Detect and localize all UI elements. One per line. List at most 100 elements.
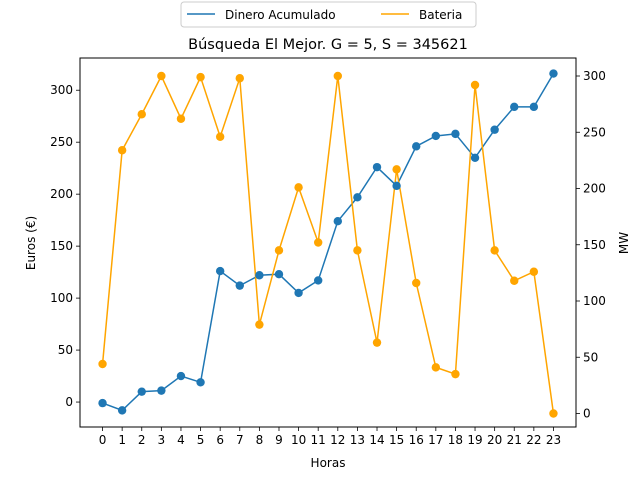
y2-tick-label: 200 bbox=[583, 182, 606, 196]
data-point-dinero-acumulado bbox=[117, 406, 127, 415]
data-point-dinero-acumulado bbox=[470, 153, 480, 162]
data-point-dinero-acumulado bbox=[412, 142, 421, 151]
data-point-dinero-acumulado bbox=[196, 378, 205, 387]
data-point-bateria bbox=[490, 246, 499, 255]
y-tick-label: 200 bbox=[50, 187, 73, 201]
y-tick-label: 100 bbox=[50, 291, 73, 305]
x-tick-label: 19 bbox=[467, 433, 482, 447]
x-tick-label: 16 bbox=[409, 433, 424, 447]
axes-frame bbox=[79, 57, 577, 428]
y2-tick-label: 300 bbox=[583, 69, 606, 83]
y2-tick-label: 150 bbox=[583, 238, 606, 252]
x-tick-label: 15 bbox=[389, 433, 404, 447]
data-point-dinero-acumulado bbox=[157, 386, 166, 395]
data-point-dinero-acumulado bbox=[392, 181, 401, 191]
y2-tick-label: 100 bbox=[583, 294, 606, 308]
x-tick-label: 0 bbox=[99, 433, 107, 447]
x-tick-label: 1 bbox=[118, 433, 126, 447]
legend-box bbox=[180, 1, 477, 28]
x-tick-label: 6 bbox=[216, 433, 224, 447]
legend: Dinero Acumulado Bateria bbox=[180, 1, 477, 28]
series-lines bbox=[101, 73, 555, 414]
data-point-dinero-acumulado bbox=[215, 266, 225, 276]
data-point-dinero-acumulado bbox=[235, 281, 244, 290]
data-point-bateria bbox=[372, 338, 382, 347]
data-point-dinero-acumulado bbox=[431, 131, 441, 141]
data-point-bateria bbox=[313, 238, 323, 247]
y2-tick-label: 250 bbox=[583, 125, 606, 139]
series-line-dinero-acumulado bbox=[102, 73, 555, 412]
data-point-dinero-acumulado bbox=[98, 398, 107, 408]
data-point-dinero-acumulado bbox=[176, 371, 186, 381]
data-point-dinero-acumulado bbox=[549, 69, 558, 78]
y2-tick-label: 0 bbox=[583, 407, 591, 421]
data-point-bateria bbox=[510, 276, 519, 285]
data-point-bateria bbox=[294, 183, 303, 192]
data-point-dinero-acumulado bbox=[372, 162, 382, 172]
data-point-bateria bbox=[529, 267, 539, 276]
data-point-bateria bbox=[98, 359, 107, 369]
data-point-bateria bbox=[451, 369, 460, 379]
x-tick-label: 12 bbox=[330, 433, 345, 447]
data-point-bateria bbox=[353, 246, 362, 255]
data-point-bateria bbox=[255, 320, 264, 329]
x-tick-label: 13 bbox=[350, 433, 365, 447]
plot-area-frame bbox=[79, 57, 577, 428]
data-point-dinero-acumulado bbox=[529, 102, 539, 112]
series-line-bateria bbox=[101, 74, 555, 414]
data-point-dinero-acumulado bbox=[274, 270, 284, 279]
data-point-bateria bbox=[470, 80, 480, 90]
y2-axis-label: MW bbox=[617, 232, 631, 254]
data-point-bateria bbox=[549, 409, 558, 418]
data-point-dinero-acumulado bbox=[510, 102, 519, 112]
legend-label-bateria: Bateria bbox=[419, 8, 462, 22]
data-point-dinero-acumulado bbox=[137, 387, 146, 396]
data-point-bateria bbox=[274, 246, 284, 255]
axis-ticks: 0 1 2 3 4 5 6 7 8 9 10 11 12 13 14 15 16 17 18 19 20 21 22 2305… bbox=[50, 69, 606, 447]
x-tick-label: 18 bbox=[448, 433, 463, 447]
series-points bbox=[98, 69, 558, 418]
data-point-bateria bbox=[215, 132, 225, 141]
data-point-dinero-acumulado bbox=[490, 125, 499, 134]
x-tick-label: 23 bbox=[546, 433, 561, 447]
data-point-dinero-acumulado bbox=[255, 271, 264, 280]
y2-tick-label: 50 bbox=[583, 350, 598, 364]
y-tick-label: 300 bbox=[50, 83, 73, 97]
x-tick-label: 9 bbox=[275, 433, 283, 447]
x-tick-label: 10 bbox=[291, 433, 306, 447]
data-point-dinero-acumulado bbox=[313, 276, 323, 285]
x-tick-label: 21 bbox=[507, 433, 522, 447]
x-tick-label: 7 bbox=[236, 433, 244, 447]
x-tick-label: 4 bbox=[177, 433, 185, 447]
x-tick-label: 5 bbox=[197, 433, 205, 447]
x-tick-label: 8 bbox=[256, 433, 264, 447]
y-axis-label: Euros (€) bbox=[24, 216, 38, 270]
data-point-bateria bbox=[117, 146, 127, 155]
data-point-bateria bbox=[412, 278, 421, 288]
data-point-bateria bbox=[431, 363, 441, 372]
x-tick-label: 20 bbox=[487, 433, 502, 447]
data-point-bateria bbox=[137, 110, 146, 119]
chart-title: Búsqueda El Mejor. G = 5, S = 345621 bbox=[188, 37, 468, 53]
legend-label-dinero: Dinero Acumulado bbox=[225, 8, 336, 22]
y-tick-label: 150 bbox=[50, 239, 73, 253]
x-tick-label: 2 bbox=[138, 433, 146, 447]
x-tick-label: 17 bbox=[428, 433, 443, 447]
y-tick-label: 0 bbox=[65, 395, 73, 409]
x-tick-label: 3 bbox=[158, 433, 166, 447]
x-tick-label: 22 bbox=[526, 433, 541, 447]
data-point-bateria bbox=[333, 71, 343, 81]
data-point-dinero-acumulado bbox=[353, 193, 362, 202]
y-tick-label: 250 bbox=[50, 135, 73, 149]
data-point-dinero-acumulado bbox=[294, 288, 303, 298]
x-axis-label: Horas bbox=[311, 456, 346, 470]
x-tick-label: 11 bbox=[311, 433, 326, 447]
data-point-bateria bbox=[196, 72, 205, 82]
data-point-dinero-acumulado bbox=[451, 129, 460, 139]
y-tick-label: 50 bbox=[58, 343, 73, 357]
data-point-bateria bbox=[176, 114, 186, 123]
data-point-bateria bbox=[235, 74, 244, 83]
data-point-bateria bbox=[157, 71, 166, 81]
x-tick-label: 14 bbox=[369, 433, 384, 447]
